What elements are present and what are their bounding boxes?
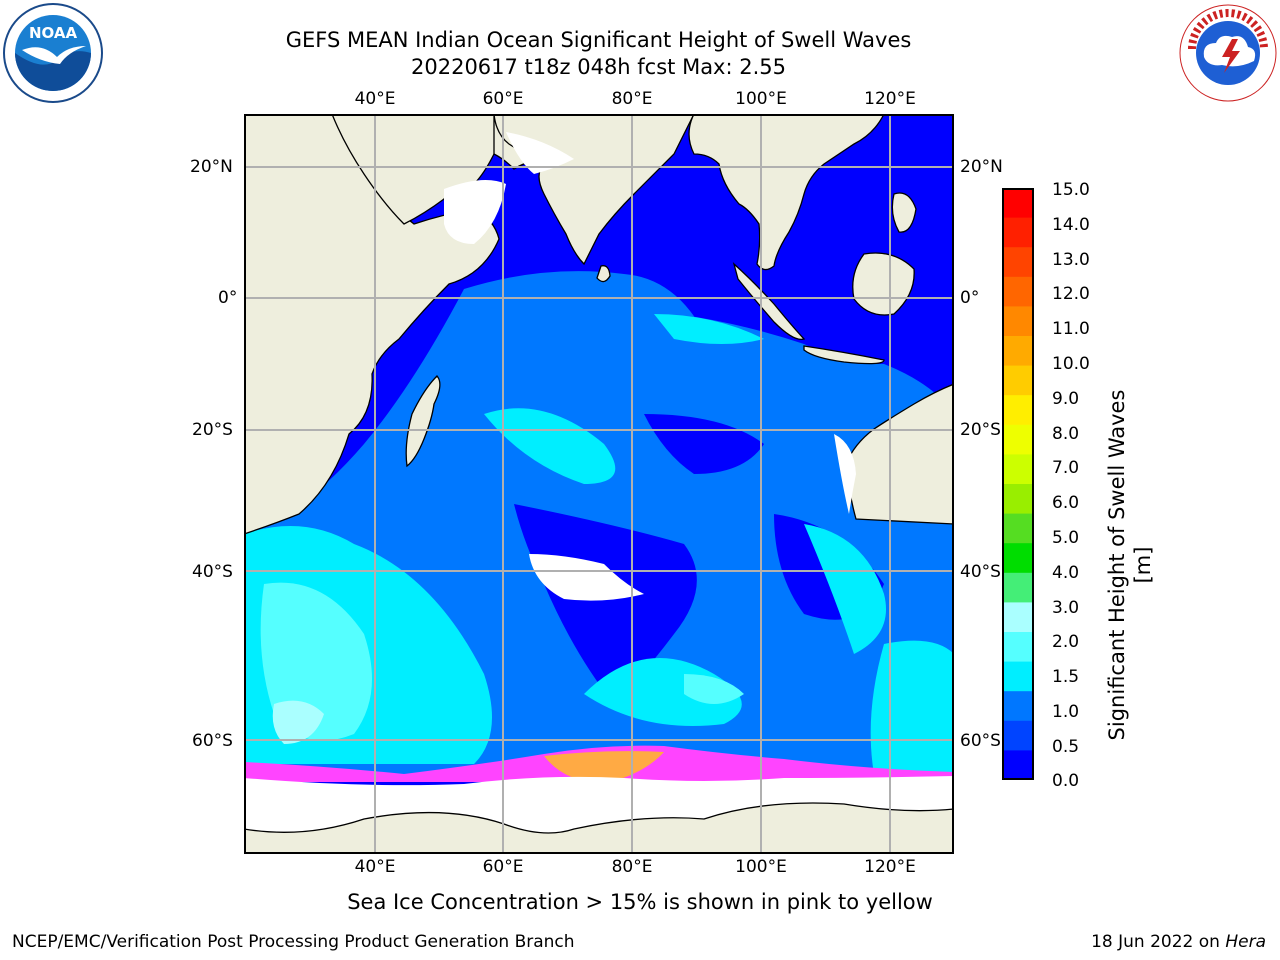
borneo-land (852, 252, 915, 316)
top-lon-tick: 40°E (354, 89, 396, 109)
top-lon-tick: 100°E (735, 89, 787, 109)
colorbar-tick-label: 7.0 (1052, 458, 1080, 478)
colorbar-segment (1002, 276, 1034, 307)
swell-region-1.0-1.5 (584, 658, 742, 726)
colorbar (1002, 188, 1034, 781)
missing-data-area (444, 180, 506, 244)
missing-data-area (834, 434, 856, 514)
nws-logo-icon (1178, 3, 1278, 103)
antarctica-land (244, 802, 954, 854)
colorbar-tick-label: 1.5 (1052, 667, 1080, 687)
colorbar-tick-label: 14.0 (1052, 215, 1090, 235)
colorbar-segment (1002, 188, 1034, 219)
top-lon-tick: 120°E (864, 89, 916, 109)
colorbar-tick-label: 8.0 (1052, 424, 1080, 444)
swell-region-1.0-1.5 (804, 524, 886, 654)
right-lat-tick: 0° (960, 288, 980, 308)
right-lat-tick: 40°S (960, 562, 1001, 582)
colorbar-tick-label: 11.0 (1052, 319, 1090, 339)
bottom-lon-tick: 60°E (482, 857, 524, 877)
graticule (244, 114, 954, 854)
top-lon-tick: 60°E (482, 89, 524, 109)
madagascar-land (405, 375, 441, 468)
colorbar-tick-label: 4.0 (1052, 563, 1080, 583)
colorbar-tick-label: 15.0 (1052, 180, 1090, 200)
noaa-logo-icon: NOAA (2, 2, 104, 104)
colorbar-tick-label: 0.0 (1052, 771, 1080, 791)
sea-ice-band (544, 751, 664, 784)
run-date: 18 Jun 2022 on Hera (1091, 932, 1266, 952)
bottom-lon-tick: 120°E (864, 857, 916, 877)
colorbar-tick-label: 5.0 (1052, 528, 1080, 548)
run-host: Hera (1225, 932, 1266, 952)
left-lat-tick: 0° (218, 288, 238, 308)
swell-region-0-0.5 (514, 504, 697, 704)
colorbar-tick-label: 10.0 (1052, 354, 1090, 374)
left-lat-tick: 60°S (192, 731, 233, 751)
missing-data-area (529, 554, 644, 601)
top-lon-tick: 80°E (611, 89, 653, 109)
colorbar-segment (1002, 543, 1034, 574)
se-asia-land (688, 114, 885, 271)
right-lat-tick: 20°S (960, 420, 1001, 440)
sumatra-land (732, 262, 806, 341)
java-land (803, 345, 885, 365)
right-lat-tick: 60°S (960, 731, 1001, 751)
colorbar-tick-label: 13.0 (1052, 250, 1090, 270)
swell-region-1.0-1.5 (654, 314, 764, 344)
left-lat-tick: 20°S (192, 420, 233, 440)
swell-region-1.0-1.5 (870, 640, 954, 774)
colorbar-gradient (1002, 188, 1034, 781)
colorbar-tick-label: 3.0 (1052, 598, 1080, 618)
colorbar-segment (1002, 365, 1034, 396)
colorbar-segment (1002, 602, 1034, 633)
svg-text:NOAA: NOAA (29, 24, 78, 42)
colorbar-segment (1002, 247, 1034, 278)
map-border (244, 114, 954, 854)
colorbar-segment (1002, 750, 1034, 781)
swell-region-1.5-2.0 (684, 674, 744, 704)
colorbar-segment (1002, 720, 1034, 751)
colorbar-segment (1002, 336, 1034, 367)
left-lat-tick: 20°N (190, 157, 233, 177)
colorbar-tick-label: 1.0 (1052, 702, 1080, 722)
map-canvas (244, 114, 954, 854)
colorbar-border (1002, 188, 1034, 780)
philippines-land (891, 192, 917, 233)
swell-height-map (244, 114, 954, 854)
right-lat-tick: 20°N (960, 157, 1003, 177)
producer-credit: NCEP/EMC/Verification Post Processing Pr… (12, 932, 575, 952)
colorbar-title-text: Significant Height of Swell Waves [m] (1105, 389, 1155, 741)
colorbar-segment (1002, 395, 1034, 426)
colorbar-segment (1002, 484, 1034, 515)
colorbar-title: Significant Height of Swell Waves [m] (1104, 370, 1156, 760)
bottom-lon-tick: 100°E (735, 857, 787, 877)
colorbar-tick-label: 2.0 (1052, 632, 1080, 652)
colorbar-segment (1002, 661, 1034, 692)
chart-title: GEFS MEAN Indian Ocean Significant Heigh… (285, 28, 912, 52)
colorbar-segment (1002, 454, 1034, 485)
sri-lanka-land (596, 265, 611, 283)
bottom-lon-tick: 40°E (354, 857, 396, 877)
chart-subtitle: 20220617 t18z 048h fcst Max: 2.55 (411, 55, 786, 79)
left-lat-tick: 40°S (192, 562, 233, 582)
colorbar-segment (1002, 632, 1034, 663)
missing-data-area (506, 132, 574, 174)
sea-ice-note: Sea Ice Concentration > 15% is shown in … (347, 890, 933, 914)
colorbar-tick-label: 9.0 (1052, 389, 1080, 409)
colorbar-segment (1002, 217, 1034, 248)
colorbar-tick-label: 12.0 (1052, 284, 1090, 304)
colorbar-segment (1002, 306, 1034, 337)
colorbar-segment (1002, 513, 1034, 544)
swell-region-1.0-1.5 (484, 408, 616, 484)
colorbar-segment (1002, 572, 1034, 603)
colorbar-tick-label: 6.0 (1052, 493, 1080, 513)
colorbar-segment (1002, 424, 1034, 455)
swell-region-2.0-3.0 (272, 700, 324, 744)
colorbar-segment (1002, 691, 1034, 722)
bottom-lon-tick: 80°E (611, 857, 653, 877)
colorbar-tick-label: 0.5 (1052, 737, 1080, 757)
run-date-text: 18 Jun 2022 on (1091, 932, 1226, 952)
